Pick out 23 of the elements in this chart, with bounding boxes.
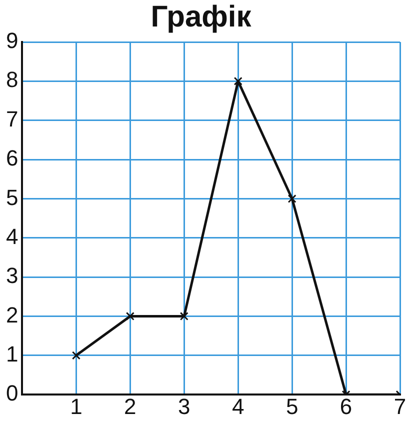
y-tick-label: 4 [6,224,18,249]
y-tick-label: 1 [6,341,18,366]
point [288,194,296,203]
point [126,312,134,321]
y-tick-label: 6 [6,146,18,171]
y-tick-label: 0 [6,380,18,406]
point [180,312,188,321]
x-tick-label: 3 [178,394,190,419]
y-tick-label: 7 [6,106,18,132]
x-tick-label: 5 [286,394,298,419]
point [72,351,80,360]
y-tick-label: 2 [6,302,18,328]
x-tick-label: 1 [70,394,82,419]
y-tick-label: 3 [6,263,18,288]
point [234,76,242,86]
x-tick-label: 4 [232,394,244,419]
x-tick-label: 2 [124,394,136,419]
x-tick-label: 7 [394,394,406,419]
y-tick-label: 8 [6,67,18,92]
chart-title: Графік [150,0,252,34]
x-tick-label: 6 [340,394,352,419]
y-tick-label: 5 [6,184,18,210]
y-tick-label: 9 [6,28,18,54]
